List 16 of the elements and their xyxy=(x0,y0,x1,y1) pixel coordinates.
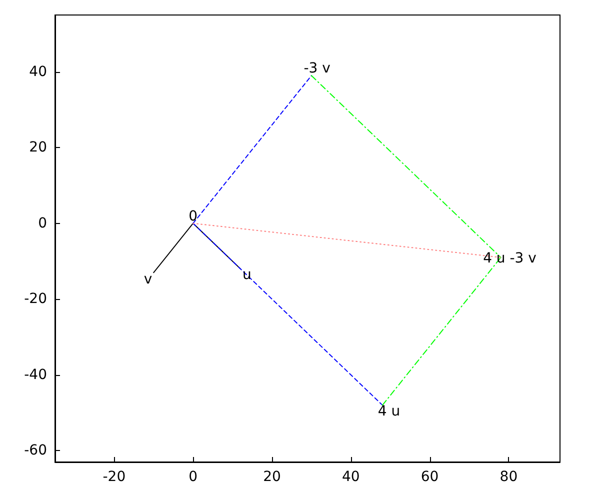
y-tick-label: 20 xyxy=(29,140,47,156)
x-tick-label: 80 xyxy=(500,469,518,485)
x-tick-label: 60 xyxy=(420,469,439,485)
x-tick-label: 20 xyxy=(263,469,281,485)
y-tick-label: -40 xyxy=(24,366,47,383)
y-tick-label: -20 xyxy=(24,291,47,308)
annotation: v xyxy=(144,272,152,288)
annotation: 0 xyxy=(188,208,198,224)
x-tick-label: 40 xyxy=(342,469,360,485)
x-tick-label: 0 xyxy=(188,469,198,485)
y-tick-label: 0 xyxy=(38,215,47,232)
annotation: 4 u xyxy=(378,403,400,420)
annotation: -3 v xyxy=(304,60,330,77)
y-tick-label: -60 xyxy=(24,442,47,459)
x-tick-label: -20 xyxy=(102,469,126,485)
y-tick-label: 40 xyxy=(29,64,47,80)
